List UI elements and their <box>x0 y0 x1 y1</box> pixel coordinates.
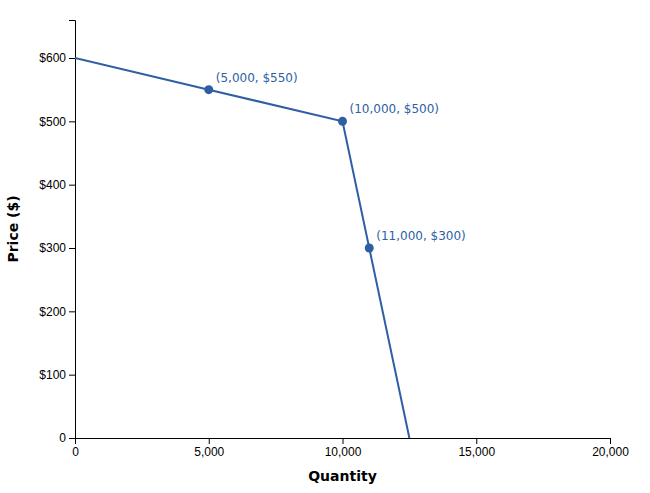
tick-mark <box>69 375 75 376</box>
tick: $600 <box>39 51 75 65</box>
tick-label: $200 <box>39 305 66 319</box>
tick-mark <box>69 185 75 186</box>
y-axis: 0 $100 $200 $300 $400 $500 $600 <box>39 21 75 446</box>
chart: 0 5,000 10,000 15,000 20,000 0 $100 $200 $300 $40… <box>0 0 650 493</box>
tick: $500 <box>39 115 75 129</box>
tick-mark <box>343 438 344 444</box>
y-axis-title: Price ($) <box>5 195 21 262</box>
tick: 20,000 <box>592 438 629 459</box>
tick-mark <box>69 248 75 249</box>
tick: 0 <box>59 431 75 445</box>
axis-line <box>76 439 611 445</box>
plot: 0 5,000 10,000 15,000 20,000 0 $100 $200 $300 $40… <box>39 21 629 459</box>
x-axis-title: Quantity <box>308 468 377 484</box>
tick-mark <box>69 311 75 312</box>
tick-label: 0 <box>59 431 66 445</box>
tick-label: 10,000 <box>325 445 362 459</box>
annotation: (11,000, $300) <box>376 229 466 243</box>
annotations: (5,000, $550) (10,000, $500) (11,000, $300… <box>216 71 466 243</box>
x-axis: 0 5,000 10,000 15,000 20,000 <box>72 438 629 459</box>
tick-mark <box>209 438 210 444</box>
point <box>338 117 347 126</box>
tick: $200 <box>39 305 75 319</box>
axis-line <box>69 21 76 439</box>
tick-label: 0 <box>72 445 79 459</box>
tick-label: 5,000 <box>194 445 224 459</box>
tick-label: $500 <box>39 115 66 129</box>
tick-label: $400 <box>39 178 66 192</box>
tick: $400 <box>39 178 75 192</box>
tick-mark <box>69 58 75 59</box>
tick-label: 15,000 <box>458 445 495 459</box>
tick: 15,000 <box>458 438 495 459</box>
point <box>365 244 374 253</box>
tick-label: $600 <box>39 51 66 65</box>
tick-mark <box>69 121 75 122</box>
tick-label: $300 <box>39 241 66 255</box>
tick-mark <box>69 438 75 439</box>
tick: 0 <box>72 438 79 459</box>
tick: 5,000 <box>194 438 224 459</box>
tick-mark <box>610 438 611 444</box>
annotation: (5,000, $550) <box>216 71 298 85</box>
tick-label: 20,000 <box>592 445 629 459</box>
tick: $300 <box>39 241 75 255</box>
tick: 10,000 <box>325 438 362 459</box>
point <box>204 85 213 94</box>
annotation: (10,000, $500) <box>350 102 440 116</box>
tick-label: $100 <box>39 368 66 382</box>
tick: $100 <box>39 368 75 382</box>
tick-mark <box>476 438 477 444</box>
